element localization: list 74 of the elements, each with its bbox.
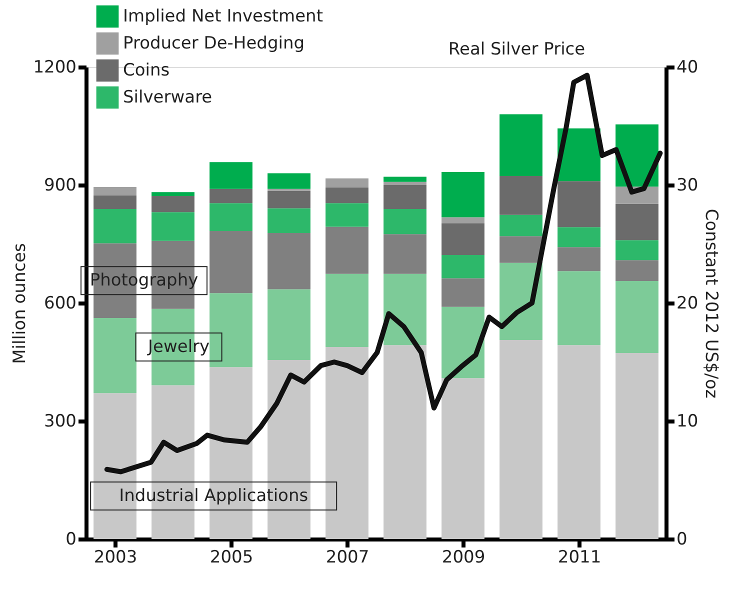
y-tick-label: 900 — [44, 176, 76, 196]
bar — [558, 181, 600, 228]
bar — [500, 236, 542, 263]
x-tick-label: 2007 — [326, 548, 370, 568]
bar — [442, 217, 484, 224]
bar — [616, 240, 658, 260]
bar — [384, 185, 426, 209]
y2-tick-label: 20 — [676, 294, 698, 314]
bar — [384, 234, 426, 274]
bar — [384, 182, 426, 185]
legend-label: Silverware — [123, 88, 212, 108]
bar — [384, 345, 426, 539]
x-tick-label: 2011 — [558, 548, 602, 568]
bar — [268, 208, 310, 233]
bar — [94, 186, 136, 196]
y-tick-label: 600 — [44, 294, 76, 314]
bar — [442, 172, 484, 218]
bar — [616, 204, 658, 240]
bar — [326, 187, 368, 204]
bar — [268, 289, 310, 360]
bar — [210, 203, 252, 232]
bar — [558, 227, 600, 248]
bar — [384, 274, 426, 346]
bar — [326, 203, 368, 227]
legend-label: Producer De-Hedging — [123, 34, 305, 54]
y2-tick-label: 10 — [676, 412, 698, 432]
y-tick-label: 0 — [66, 530, 76, 550]
bar — [210, 162, 252, 189]
bar — [210, 293, 252, 368]
bar — [326, 226, 368, 274]
y2-tick-label: 0 — [676, 530, 688, 550]
bar — [268, 190, 310, 208]
bar — [442, 278, 484, 307]
bar — [326, 274, 368, 348]
bar — [442, 223, 484, 256]
bar — [326, 347, 368, 539]
bar — [616, 352, 658, 539]
bar — [500, 214, 542, 236]
bar — [442, 255, 484, 278]
bar — [268, 173, 310, 189]
y-axis-title: Million ounces — [10, 242, 30, 364]
bar — [210, 188, 252, 204]
y-tick-label: 1200 — [33, 58, 76, 78]
bar — [616, 280, 658, 353]
x-tick-label: 2003 — [94, 548, 138, 568]
x-tick-label: 2005 — [210, 548, 254, 568]
bar — [558, 271, 600, 346]
bar — [94, 318, 136, 394]
bar — [94, 195, 136, 209]
legend-label: Coins — [123, 60, 170, 80]
y2-tick-label: 40 — [676, 58, 698, 78]
bar — [442, 378, 484, 539]
bar — [326, 178, 368, 188]
y2-tick-label: 30 — [676, 176, 698, 196]
bar — [152, 192, 194, 196]
bar — [500, 114, 542, 176]
y2-axis-title: Constant 2012 US$/oz — [701, 208, 722, 398]
bar — [616, 260, 658, 281]
bar — [268, 232, 310, 290]
bar — [384, 208, 426, 234]
legend-label: Implied Net Investment — [123, 6, 324, 26]
bar — [210, 231, 252, 294]
bar — [558, 345, 600, 539]
x-tick-label: 2009 — [442, 548, 486, 568]
bar — [152, 212, 194, 241]
bar — [500, 176, 542, 215]
series-label: Industrial Applications — [119, 486, 308, 506]
bar — [94, 208, 136, 244]
bar — [152, 196, 194, 212]
bar — [384, 176, 426, 182]
series-label: Real Silver Price — [448, 39, 586, 60]
bar — [500, 340, 542, 539]
y-tick-label: 300 — [44, 412, 76, 432]
bar — [558, 247, 600, 272]
